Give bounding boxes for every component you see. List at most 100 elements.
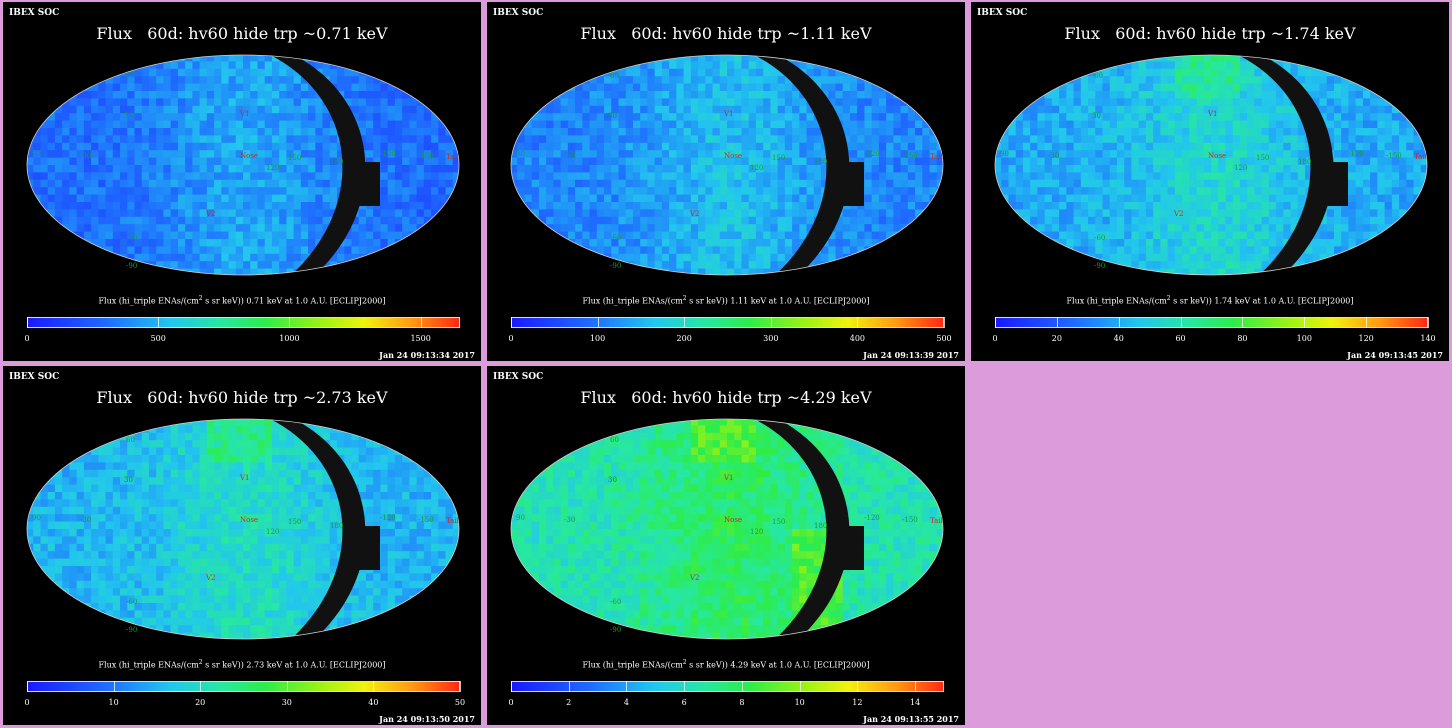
colorbar-tick-label: 8 xyxy=(739,698,745,707)
colorbar-tick xyxy=(460,681,461,692)
colorbar-tick xyxy=(597,317,599,328)
map-label: 120 xyxy=(266,528,279,536)
map-label: 30 xyxy=(1092,112,1101,120)
map-label: -60 xyxy=(610,234,621,242)
colorbar-tick-label: 0 xyxy=(508,698,514,707)
colorbar-tick-label: 200 xyxy=(676,334,692,343)
map-label: -90 xyxy=(610,262,621,270)
map-label: -90 xyxy=(126,626,137,634)
colorbar-tick-label: 10 xyxy=(108,698,119,707)
colorbar-tick xyxy=(27,681,28,692)
timestamp: Jan 24 09:13:45 2017 xyxy=(1347,350,1443,360)
colorbar-tick xyxy=(1366,317,1368,328)
colorbar-tick xyxy=(857,317,859,328)
colorbar-tick xyxy=(684,681,686,692)
colorbar-tick xyxy=(420,317,422,328)
map-label: 30 xyxy=(608,112,617,120)
soc-label: IBEX SOC xyxy=(977,8,1028,18)
colorbar-tick xyxy=(27,317,28,328)
map-panel-4.29kev: IBEX SOC Flux 60d: hv60 hide trp ~4.29 k… xyxy=(487,366,965,725)
map-label: Nose xyxy=(240,152,258,160)
colorbar-tick-label: 50 xyxy=(454,698,466,707)
map-label: 180 xyxy=(1298,158,1311,166)
map-label: V1 xyxy=(723,110,734,118)
map-label: 60 xyxy=(126,436,135,444)
colorbar-tick-label: 30 xyxy=(281,698,292,707)
colorbar-tick xyxy=(158,317,160,328)
timestamp: Jan 24 09:13:55 2017 xyxy=(863,714,959,724)
map-label: 90 xyxy=(516,150,525,158)
colorbar-tick-label: 40 xyxy=(368,698,379,707)
timestamp: Jan 24 09:13:50 2017 xyxy=(379,714,475,724)
colorbar-title: Flux (hi_triple ENAs/(cm2 s sr keV)) 4.2… xyxy=(582,659,870,670)
colorbar-tick-label: 400 xyxy=(849,334,866,343)
colorbar-tick-label: 0 xyxy=(508,334,514,343)
sky-map: V1 V2 Nose Tail 90 60 30 -60 -90 -30 120 150 180 -150… xyxy=(510,54,944,276)
map-label: 30 xyxy=(608,476,617,484)
sky-map: V1 V2 Nose Tail 90 60 30 -60 -90 -30 120 150 180 -150… xyxy=(510,418,944,640)
map-label: 60 xyxy=(1094,72,1103,80)
occulted-band xyxy=(264,419,366,639)
colorbar-tick xyxy=(373,681,375,692)
map-panel-2.73kev: IBEX SOC Flux 60d: hv60 hide trp ~2.73 k… xyxy=(3,366,481,725)
occulted-band xyxy=(264,55,366,275)
map-label: -60 xyxy=(610,598,621,606)
map-label: 30 xyxy=(124,112,133,120)
colorbar-tick xyxy=(799,681,801,692)
sky-map: V1 V2 Nose Tail 90 60 30 -60 -90 -30 120 150 180 -150… xyxy=(26,418,460,640)
flux-pixels xyxy=(27,55,459,275)
map-label: Nose xyxy=(1208,152,1226,160)
colorbar-tick xyxy=(1428,317,1429,328)
colorbar-tick-label: 140 xyxy=(1420,334,1436,343)
colorbar-tick-label: 500 xyxy=(936,334,952,343)
colorbar-tick-label: 120 xyxy=(1358,334,1374,343)
colorbar-tick xyxy=(741,681,743,692)
colorbar-tick-label: 60 xyxy=(1175,334,1186,343)
map-label: 120 xyxy=(750,164,763,172)
colorbar-tick xyxy=(289,317,291,328)
map-label: -120 xyxy=(380,150,396,158)
data-gap xyxy=(1324,162,1348,206)
map-label: -30 xyxy=(1048,152,1059,160)
map-label: V1 xyxy=(239,110,250,118)
colorbar-tick-label: 10 xyxy=(794,698,805,707)
sky-map: V1 V2 Nose Tail 90 60 30 -60 -90 -30 120 150 180 -150… xyxy=(994,54,1428,276)
map-label: -120 xyxy=(864,514,880,522)
map-label: 90 xyxy=(32,514,41,522)
colorbar-tick xyxy=(995,317,996,328)
map-label: Tail xyxy=(446,153,460,161)
colorbar-ticks xyxy=(511,317,945,328)
colorbar-ticks xyxy=(27,317,460,328)
colorbar-tick xyxy=(1304,317,1306,328)
data-gap xyxy=(840,162,864,206)
soc-label: IBEX SOC xyxy=(9,372,60,382)
colorbar-tick xyxy=(915,681,917,692)
colorbar-tick xyxy=(1118,317,1120,328)
map-label: 120 xyxy=(1234,164,1247,172)
soc-label: IBEX SOC xyxy=(493,8,544,18)
colorbar-tick-label: 0 xyxy=(24,698,30,707)
colorbar-tick xyxy=(944,317,945,328)
map-label: -120 xyxy=(864,150,880,158)
map-label: -90 xyxy=(1094,262,1105,270)
map-label: Tail xyxy=(446,517,460,525)
map-label: -90 xyxy=(126,262,137,270)
map-label: 60 xyxy=(610,72,619,80)
map-label: 60 xyxy=(610,436,619,444)
occulted-band xyxy=(748,419,850,639)
map-label: 120 xyxy=(266,164,279,172)
colorbar-tick-label: 500 xyxy=(150,334,166,343)
sky-map: V1 V2 Nose Tail 90 60 30 -60 -90 -30 120 150 180 -150… xyxy=(26,54,460,276)
occulted-band xyxy=(1232,55,1334,275)
map-outline xyxy=(510,54,944,276)
colorbar-tick-label: 20 xyxy=(195,698,206,707)
colorbar-tick-label: 40 xyxy=(1113,334,1124,343)
map-label: -30 xyxy=(80,152,91,160)
map-label: Nose xyxy=(724,152,742,160)
colorbar-ticks xyxy=(27,681,461,692)
panel-title: Flux 60d: hv60 hide trp ~0.71 keV xyxy=(96,24,388,43)
colorbar-ticks xyxy=(995,317,1429,328)
colorbar-tick xyxy=(113,681,115,692)
map-label: V2 xyxy=(205,210,216,218)
map-label: V2 xyxy=(1173,210,1184,218)
